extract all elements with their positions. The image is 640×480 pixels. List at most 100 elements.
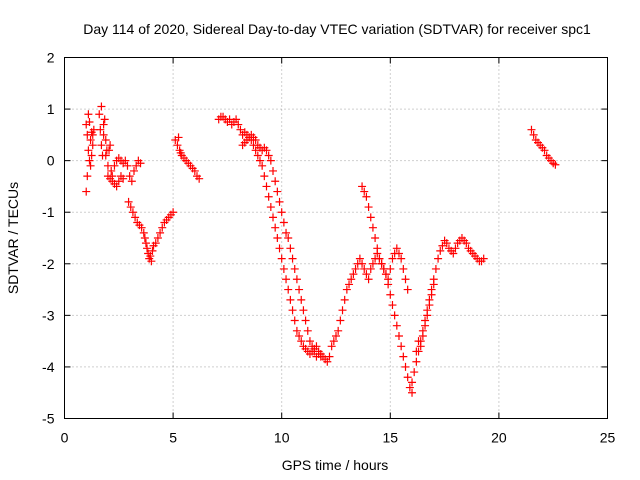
data-point [279,218,288,227]
data-point [399,352,408,361]
data-point [347,275,356,284]
data-series [214,112,417,397]
data-point [405,383,414,392]
y-tick-label: -1 [42,204,55,220]
data-point [97,102,106,111]
data-point [297,295,306,304]
data-point [351,264,360,273]
data-point [87,128,96,137]
axes-layer: 0 5 10 15 20 25 -5 -4 -3 -2 -1 0 1 2 [42,50,615,446]
data-point [368,223,377,232]
data-point [349,270,358,279]
data-point [236,125,245,134]
data-series [358,182,412,294]
data-point [266,156,275,165]
data-point [375,254,384,263]
data-point [288,254,297,263]
data-point [336,316,345,325]
data-marks [82,102,560,397]
data-point [384,275,393,284]
data-point [394,331,403,340]
data-point [436,246,445,255]
data-point [323,357,332,366]
data-point [273,234,282,242]
data-point [271,223,280,232]
data-point [255,156,264,165]
data-point [124,197,133,206]
data-point [386,290,395,299]
data-series [171,133,204,183]
data-series [82,110,98,196]
data-point [358,182,367,191]
data-point [301,316,310,325]
data-point [316,352,325,361]
data-point [340,295,349,304]
data-point [128,208,137,217]
y-tick-label: -3 [42,307,55,323]
data-point [403,285,412,294]
data-point [140,234,149,242]
data-series [408,234,488,387]
data-point [366,264,375,273]
data-point [362,270,371,279]
y-tick-label: 2 [47,50,55,66]
data-point [99,120,108,129]
data-point [153,234,162,242]
y-axis-label: SDTVAR / TECUs [5,182,21,294]
data-point [438,241,447,250]
data-point [355,254,364,263]
chart-title: Day 114 of 2020, Sidereal Day-to-day VTE… [83,21,591,37]
data-point [176,148,185,157]
data-point [418,331,427,340]
data-point [258,161,267,170]
data-point [449,249,458,258]
data-point [110,161,119,170]
data-point [130,166,139,175]
data-point [373,244,382,253]
data-point [107,166,116,175]
data-point [401,275,410,284]
data-point [174,133,183,142]
data-point [408,378,417,387]
data-point [96,125,105,134]
data-point [143,244,152,253]
data-point [158,223,167,232]
data-point [479,254,488,263]
data-point [381,270,390,279]
data-point [286,244,295,253]
data-point [360,187,369,196]
data-point [86,136,95,145]
x-tick-label: 15 [383,430,399,446]
data-point [173,141,182,150]
data-point [269,166,278,175]
data-point [83,172,92,181]
data-point [273,187,282,196]
data-point [338,306,347,315]
x-tick-label: 20 [491,430,507,446]
data-point [84,110,93,119]
data-point [264,192,273,201]
data-point [195,174,204,183]
data-point [100,115,109,124]
data-point [364,203,373,212]
data-point [358,259,367,268]
data-point [310,347,319,356]
data-point [126,203,135,212]
data-point [368,259,377,268]
data-point [292,275,301,284]
data-point [290,264,299,273]
data-point [251,136,260,145]
data-point [277,254,286,263]
data-point [462,239,471,248]
data-point [397,342,406,351]
data-point [282,275,291,284]
data-point [146,252,155,261]
data-point [99,130,108,139]
data-point [101,136,110,145]
data-point [269,213,278,222]
y-tick-label: -4 [42,359,55,375]
data-point [136,159,145,168]
data-point [295,285,304,294]
y-tick-label: 0 [47,153,55,169]
